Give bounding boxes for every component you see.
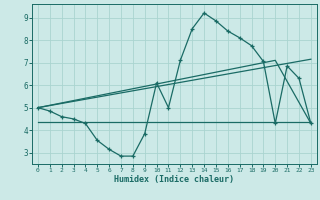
X-axis label: Humidex (Indice chaleur): Humidex (Indice chaleur) bbox=[115, 175, 234, 184]
